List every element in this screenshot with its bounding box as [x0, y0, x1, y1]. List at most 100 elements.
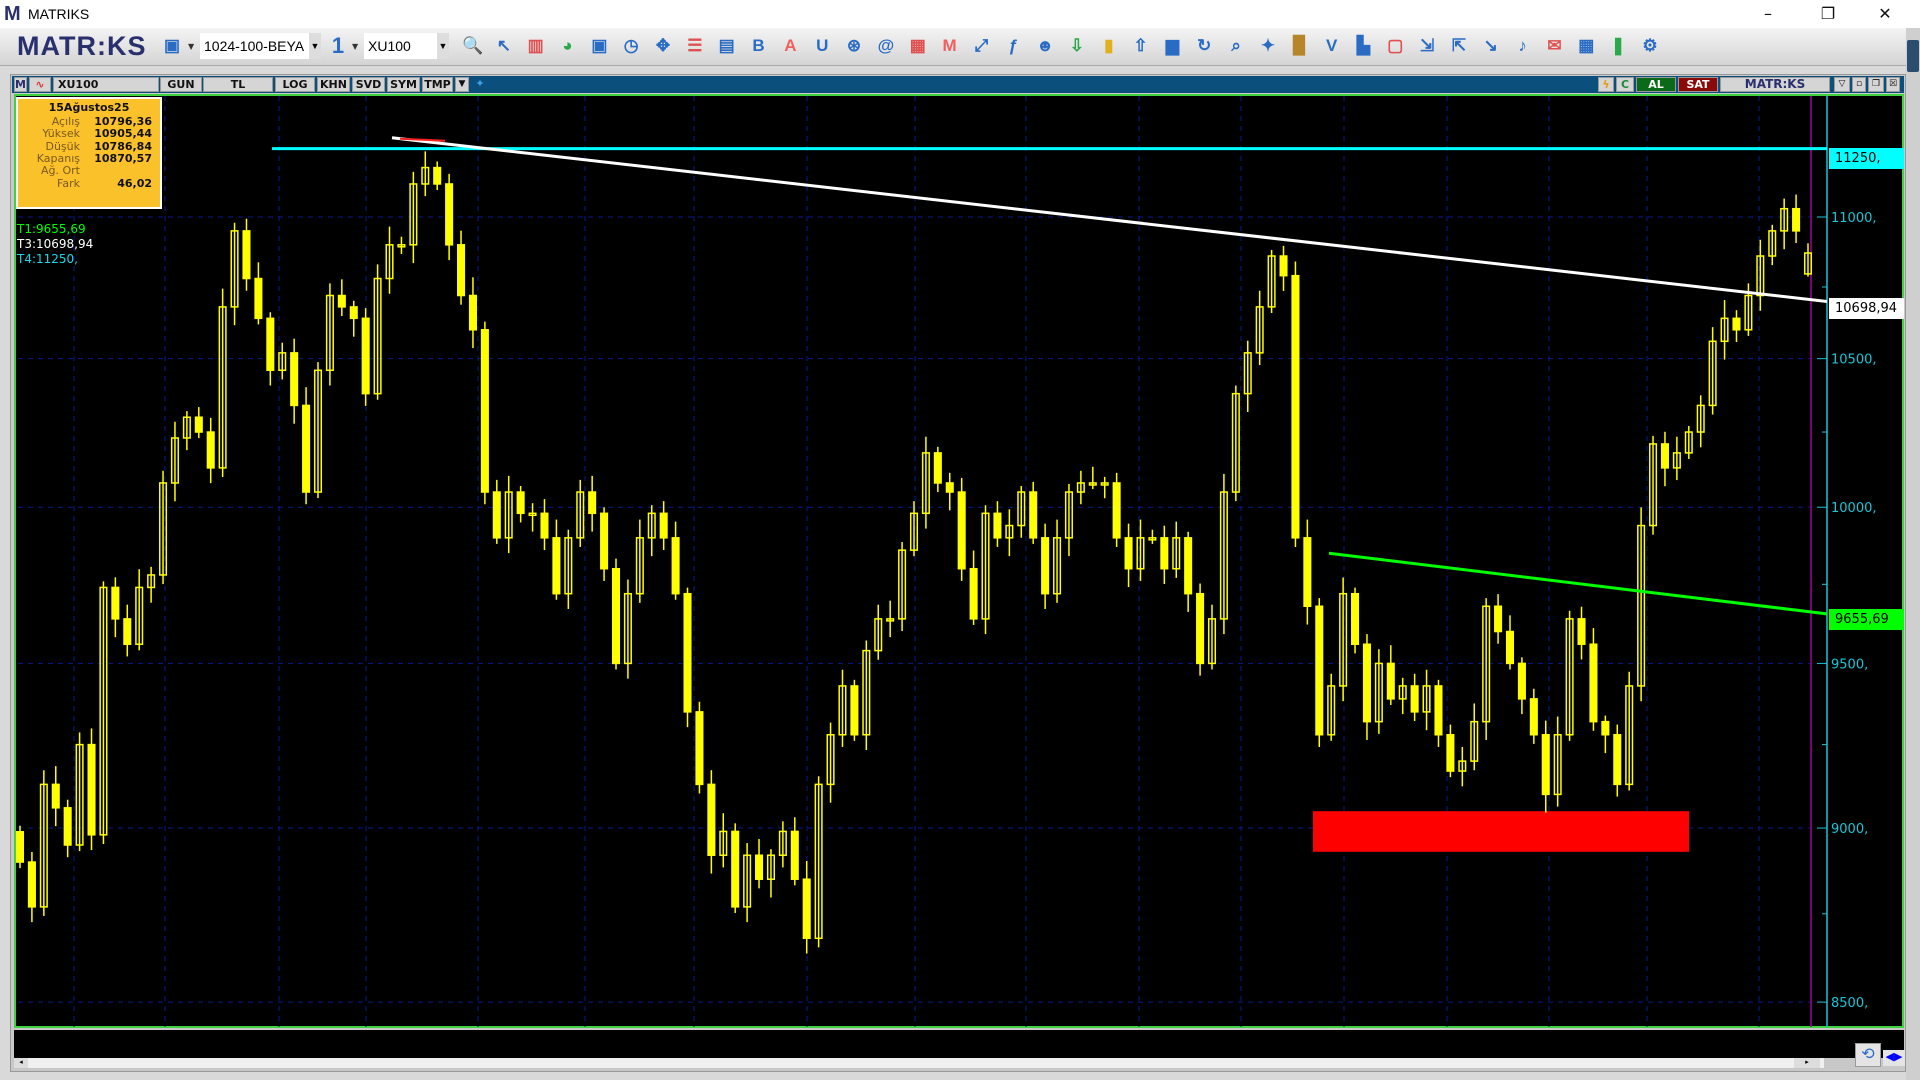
handshake-icon[interactable]: ✥ — [655, 36, 671, 55]
download-icon[interactable]: ⇩ — [1069, 36, 1085, 55]
minimize-chart-icon[interactable]: ▫ — [1852, 77, 1866, 92]
minimize-window-icon[interactable]: ⇲ — [1420, 36, 1435, 55]
scroll-right-icon[interactable]: ▸ — [1794, 1058, 1820, 1068]
candle-up — [1768, 230, 1777, 257]
monitor-icon[interactable]: ▣ — [591, 36, 608, 55]
candle-down — [540, 512, 549, 539]
horizontal-scrollbar[interactable]: ◂ ▸ — [14, 1058, 1824, 1068]
tab-log[interactable]: LOG — [275, 77, 315, 92]
candle-up — [278, 352, 287, 372]
candle-up — [862, 649, 871, 736]
chart-type-icon[interactable]: ∿ — [29, 77, 51, 92]
tab-tl[interactable]: TL — [203, 77, 273, 92]
candle-down — [1589, 643, 1598, 723]
tab-sym[interactable]: SYM — [387, 77, 420, 92]
symbol-combo[interactable]: XU100 ▼ — [364, 33, 449, 59]
text-color-icon[interactable]: A — [784, 36, 797, 55]
maximize-window-icon[interactable]: ⇱ — [1451, 36, 1467, 55]
right-scrollbar[interactable] — [1906, 28, 1920, 1080]
scrollbar-thumb[interactable] — [1907, 40, 1919, 72]
calculator-icon[interactable]: ▦ — [1578, 36, 1595, 55]
pan-arrows-icon[interactable]: ◀▶ — [1883, 1050, 1905, 1066]
scroll-left-icon[interactable]: ◂ — [14, 1058, 28, 1068]
sell-button[interactable]: SAT — [1678, 77, 1718, 92]
gears-icon[interactable]: ⚙ — [1642, 36, 1658, 55]
m-icon[interactable]: M — [942, 36, 957, 55]
formula-icon[interactable]: ƒ — [1008, 36, 1018, 55]
candle-down — [1732, 317, 1741, 331]
candle-down — [1315, 605, 1324, 736]
upload-icon[interactable]: ⇧ — [1133, 36, 1148, 55]
chevron-down-icon[interactable]: ▼ — [309, 33, 321, 59]
report-icon[interactable]: ▙ — [1356, 36, 1370, 55]
period-dropdown-icon[interactable]: ▼ — [352, 42, 359, 51]
candle-up — [385, 244, 394, 280]
twitter-icon[interactable]: ✦ — [1260, 36, 1276, 55]
news-icon[interactable]: ▤ — [718, 36, 735, 55]
pie-icon[interactable]: ◕ — [562, 36, 573, 55]
candle-up — [421, 166, 430, 185]
book-icon[interactable]: ▉ — [1293, 36, 1307, 55]
mail-icon[interactable]: ✉ — [1547, 36, 1562, 55]
candle-up — [159, 482, 168, 576]
candle-down — [588, 491, 597, 515]
indicator-icon[interactable]: ▥ — [527, 36, 544, 55]
document-icon[interactable]: ▆ — [1165, 36, 1179, 55]
buy-button[interactable]: AL — [1636, 77, 1676, 92]
collapse-icon[interactable]: ▽ — [1834, 77, 1850, 92]
chevron-down-icon[interactable]: ▼ — [437, 33, 449, 59]
cursor-icon[interactable]: ↖ — [496, 36, 511, 55]
info-row: Ağ. Ort — [18, 164, 158, 178]
tab-svd[interactable]: SVD — [352, 77, 385, 92]
close-chart-icon[interactable]: ☒ — [1886, 77, 1900, 92]
info-label: Açılış — [51, 115, 80, 128]
signal-icon[interactable]: ▮ — [1104, 36, 1114, 55]
layout-combo-value: 1024-100-BEYA — [204, 38, 305, 54]
chat-icon[interactable]: ❚ — [1611, 36, 1626, 55]
tab-khn[interactable]: KHN — [317, 77, 350, 92]
layout-combo[interactable]: 1024-100-BEYA ▼ — [200, 33, 321, 59]
clock-icon[interactable]: ◷ — [623, 36, 639, 55]
info-value: 46,02 — [117, 176, 152, 190]
candle-up — [1422, 685, 1431, 713]
lightning-icon[interactable]: ϟ — [1598, 77, 1614, 92]
candle-up — [1553, 734, 1562, 796]
settings-screen-icon[interactable]: ▢ — [1387, 36, 1404, 55]
sync-icon[interactable]: ⟲ — [1855, 1043, 1881, 1067]
arrow-icon[interactable]: ↘ — [1483, 36, 1498, 55]
tab-tmp[interactable]: TMP — [422, 77, 453, 92]
candle-down — [1434, 685, 1443, 736]
minimize-button[interactable]: – — [1764, 4, 1772, 23]
save-dropdown-icon[interactable]: ▼ — [188, 42, 195, 51]
v-icon[interactable]: V — [1325, 36, 1338, 55]
search-icon[interactable]: ⌕ — [1231, 36, 1241, 55]
refresh-button[interactable]: C — [1616, 77, 1634, 92]
list-icon[interactable]: ☰ — [687, 36, 703, 55]
tab-gun[interactable]: GUN — [160, 77, 202, 92]
tabs-dropdown-icon[interactable]: ▼ — [455, 77, 469, 92]
fibonacci-icon[interactable]: ⊛ — [846, 36, 862, 55]
period-number[interactable]: 1 — [331, 33, 345, 58]
viop-icon[interactable]: ▦ — [909, 36, 926, 55]
candle-down — [1041, 537, 1050, 595]
zoom-chart-icon[interactable]: 🔍 — [462, 36, 484, 55]
close-button[interactable]: ✕ — [1878, 4, 1892, 23]
line-chart-icon[interactable]: ⤢ — [974, 36, 989, 55]
ts-icon[interactable]: ↻ — [1197, 36, 1212, 55]
spiral-icon[interactable]: @ — [877, 36, 895, 55]
twitter-icon[interactable]: ✦ — [471, 77, 489, 92]
save-icon[interactable]: ▣ — [163, 36, 181, 55]
candle-down — [1517, 662, 1526, 700]
symbol-combo-value: XU100 — [368, 38, 411, 54]
restore-button[interactable]: ❐ — [1820, 4, 1836, 23]
support-zone — [1313, 811, 1689, 852]
restore-chart-icon[interactable]: ❐ — [1868, 77, 1884, 92]
user-icon[interactable]: ☻ — [1036, 36, 1055, 55]
underline-icon[interactable]: U — [816, 36, 829, 55]
symbol-tab[interactable]: XU100 — [53, 77, 159, 92]
chart-logo[interactable]: M — [14, 77, 27, 92]
bold-icon[interactable]: B — [752, 36, 765, 55]
t3-trendline — [391, 136, 1828, 303]
bell-icon[interactable]: ♪ — [1518, 36, 1527, 55]
